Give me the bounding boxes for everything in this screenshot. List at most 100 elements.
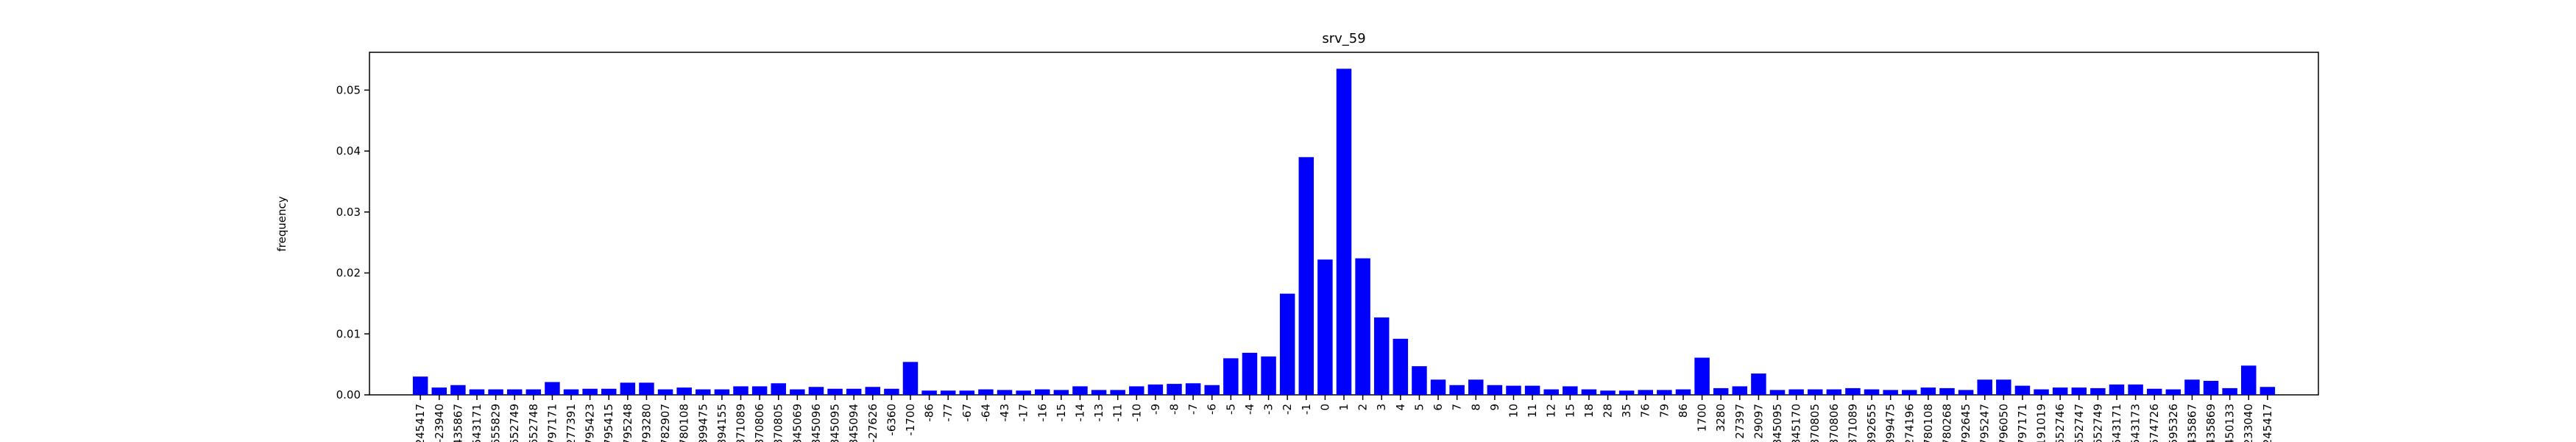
x-tick-label: -5 [1224,404,1237,415]
bar [1657,390,1672,395]
x-tick-label: -870805 [772,404,785,442]
x-tick-label: 233040 [2242,404,2255,442]
bar [1581,389,1597,395]
x-tick-label: 4 [1394,404,1407,411]
x-tick-label: 3 [1375,404,1388,411]
bar [2165,389,2182,395]
bar [921,390,937,395]
bar [733,386,749,395]
bar [1261,356,1276,395]
x-tick-label: -543171 [470,404,484,442]
bar [582,388,598,395]
x-tick-label: 797171 [2016,404,2029,442]
bar [1468,379,1484,395]
x-tick-label: -11 [1111,404,1125,422]
x-tick-label: -17 [1017,404,1030,422]
bar [1600,390,1616,395]
x-tick-label: 79 [1657,404,1671,418]
bar [1543,389,1559,395]
bar [2241,365,2257,395]
x-tick-label: -86 [923,404,936,422]
bar [1958,390,1974,395]
x-tick-label: 9 [1488,404,1501,411]
bar [1412,366,1427,395]
x-tick-label: -795423 [584,404,597,442]
x-tick-label: -2 [1281,404,1294,415]
x-tick-label: -795415 [602,404,615,442]
x-tick-label: -797171 [545,404,559,442]
bar [696,389,711,395]
x-tick-label: -64 [979,404,992,422]
x-tick-label: 652746 [2053,404,2067,442]
bar [2128,384,2143,395]
x-tick-label: -6360 [885,404,898,436]
x-tick-label: -652749 [508,404,521,442]
bar [676,387,692,395]
bar [545,382,560,395]
bar [1845,387,1861,395]
x-tick-label: 86 [1677,404,1690,418]
bar [1279,293,1295,395]
bar [1713,387,1729,395]
bar [1977,379,1992,395]
bar [997,390,1013,395]
x-tick-label: 795247 [1978,404,1992,442]
bar [2260,387,2276,395]
x-tick-label: 29097 [1752,404,1765,439]
x-tick-label: 543173 [2129,404,2142,442]
bar [1298,157,1314,395]
x-tick-label: -6 [1206,404,1219,415]
bar [1167,384,1182,395]
x-tick-label: -10 [1130,404,1143,422]
x-tick-label: 2 [1356,404,1370,411]
bar [1487,385,1503,395]
x-tick-label: -795248 [621,404,634,442]
bar [2203,380,2219,395]
x-tick-label: 11 [1526,404,1539,418]
x-tick-label: 18 [1582,404,1596,418]
bar [1185,383,1201,395]
y-tick-label: 0.04 [336,144,361,158]
bar [1883,390,1898,395]
x-tick-label: 1 [1337,404,1351,411]
x-tick-label: -899475 [696,404,710,442]
x-tick-label: -1 [1300,404,1313,415]
bar [1430,379,1446,395]
x-tick-label: 245417 [2261,404,2274,442]
x-tick-label: -67 [960,404,974,422]
bar [846,388,862,395]
x-tick-label: 274196 [1903,404,1916,442]
bar [1449,385,1465,395]
bar [1751,373,1766,395]
x-tick-label: 574726 [2148,404,2161,442]
y-tick-label: 0.05 [336,83,361,97]
bar [2034,389,2049,395]
x-tick-label: 5 [1412,404,1426,411]
x-tick-label: 35 [1620,404,1633,418]
bar [431,387,447,395]
bar [1204,385,1220,395]
x-tick-label: 871089 [1846,404,1859,442]
bar [959,390,975,395]
x-tick-label: -3 [1262,404,1275,415]
x-tick-label: 652747 [2073,404,2086,442]
bar [1317,259,1333,395]
bar [1920,387,1936,395]
bar [469,389,485,395]
x-tick-label: -845096 [810,404,823,442]
bar [639,382,654,395]
bar [1242,352,1258,395]
bar [1675,389,1691,395]
bar [2090,387,2106,395]
bar [526,389,542,395]
bar [1129,386,1144,395]
y-tick-label: 0.03 [336,206,361,219]
bar [1939,387,1955,395]
x-tick-label: -277391 [565,404,578,442]
bar [790,389,805,395]
x-tick-label: -9 [1149,404,1162,415]
y-tick-label: 0.01 [336,327,361,340]
bar [1072,386,1088,395]
bar [412,376,428,395]
